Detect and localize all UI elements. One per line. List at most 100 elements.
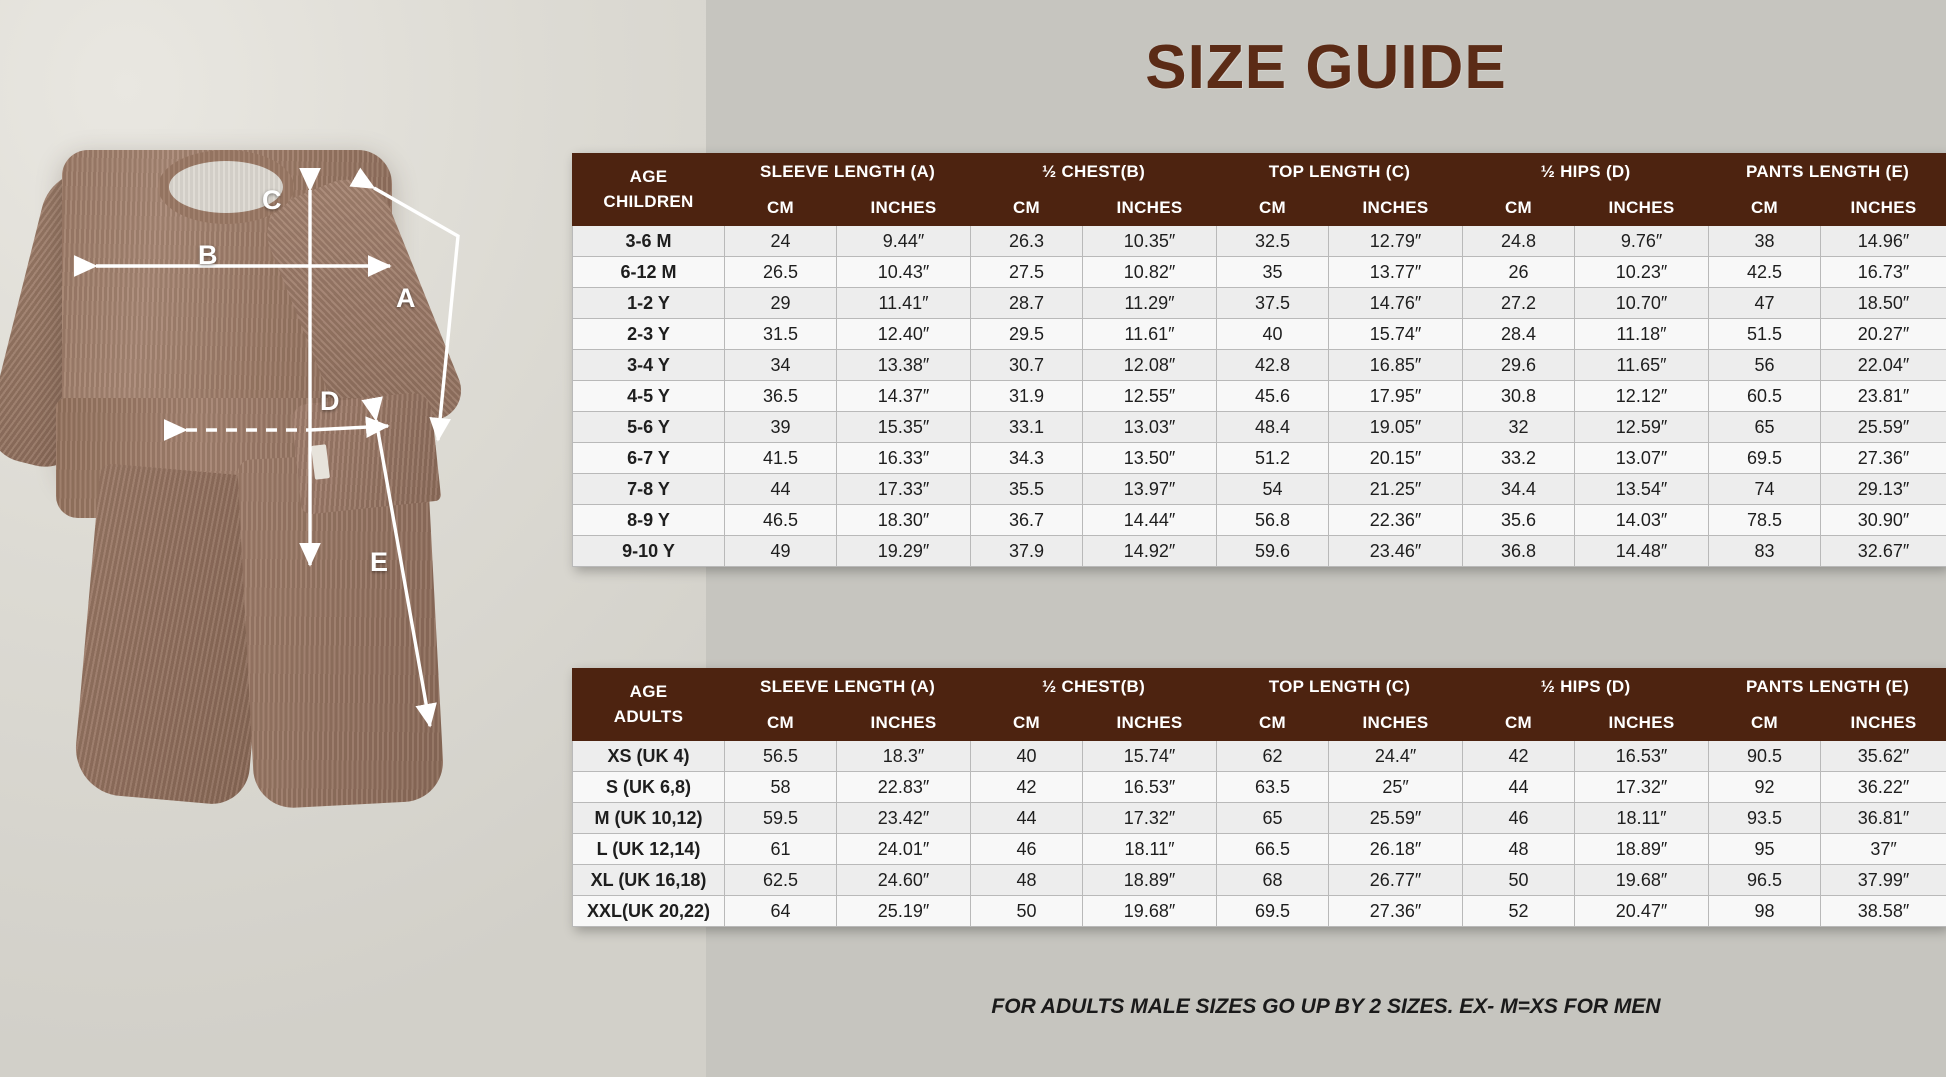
children-group-top: TOP LENGTH (C) <box>1216 153 1464 190</box>
table-row: 1-2 Y 29 11.41″ 28.7 11.29″ 37.5 14.76″ 27.2 10.… <box>572 287 1946 319</box>
row-measurement-cell: 16.85″ <box>1328 349 1464 381</box>
table-row: 7-8 Y 44 17.33″ 35.5 13.97″ 54 21.25″ 34.4 13.54… <box>572 473 1946 505</box>
adults-unit-8: CM <box>1708 704 1822 741</box>
row-measurement-cell: 25.59″ <box>1328 802 1464 834</box>
children-table-head: AGE CHILDREN SLEEVE LENGTH (A) ½ CHEST(B… <box>572 153 1946 226</box>
row-measurement-cell: 28.7 <box>970 287 1084 319</box>
children-table-body: 3-6 M 24 9.44″ 26.3 10.35″ 32.5 12.79″ 24.8 9.76… <box>572 225 1946 567</box>
table-row: 5-6 Y 39 15.35″ 33.1 13.03″ 48.4 19.05″ 32 12.59… <box>572 411 1946 443</box>
table-row: S (UK 6,8) 58 22.83″ 42 16.53″ 63.5 25″ 44 17.32… <box>572 771 1946 803</box>
row-age-label: 3-6 M <box>572 225 725 257</box>
adults-table: AGE ADULTS SLEEVE LENGTH (A) ½ CHEST(B) … <box>572 668 1946 927</box>
row-measurement-cell: 25.19″ <box>835 895 972 927</box>
row-measurement-cell: 14.03″ <box>1574 504 1710 536</box>
row-measurement-cell: 40 <box>1216 318 1330 350</box>
row-measurement-cell: 19.29″ <box>835 535 972 567</box>
row-measurement-cell: 50 <box>970 895 1084 927</box>
adults-age-header: AGE ADULTS <box>572 668 725 741</box>
arrow-sleeve-length-a <box>349 167 460 442</box>
row-measurement-cell: 26.18″ <box>1328 833 1464 865</box>
row-measurement-cell: 23.81″ <box>1820 380 1946 412</box>
adults-unit-4: CM <box>1216 704 1330 741</box>
row-measurement-cell: 9.76″ <box>1574 225 1710 257</box>
row-measurement-cell: 54 <box>1216 473 1330 505</box>
row-measurement-cell: 29.13″ <box>1820 473 1946 505</box>
row-measurement-cell: 40 <box>970 740 1084 772</box>
row-measurement-cell: 45.6 <box>1216 380 1330 412</box>
measurement-arrows-overlay <box>73 167 460 728</box>
row-measurement-cell: 30.7 <box>970 349 1084 381</box>
adults-unit-9: INCHES <box>1820 704 1946 741</box>
row-measurement-cell: 50 <box>1462 864 1576 896</box>
row-measurement-cell: 18.11″ <box>1082 833 1218 865</box>
age-header-line1: AGE <box>629 681 668 701</box>
row-measurement-cell: 46 <box>970 833 1084 865</box>
row-measurement-cell: 24.4″ <box>1328 740 1464 772</box>
row-measurement-cell: 56.5 <box>724 740 837 772</box>
children-unit-header-row: CM INCHES CM INCHES CM INCHES CM INCHES … <box>573 189 1946 226</box>
row-measurement-cell: 33.1 <box>970 411 1084 443</box>
row-age-label: 6-7 Y <box>572 442 725 474</box>
row-measurement-cell: 22.36″ <box>1328 504 1464 536</box>
adults-table-head: AGE ADULTS SLEEVE LENGTH (A) ½ CHEST(B) … <box>572 668 1946 741</box>
row-measurement-cell: 18.89″ <box>1574 833 1710 865</box>
row-age-label: XXL(UK 20,22) <box>572 895 725 927</box>
row-measurement-cell: 35 <box>1216 256 1330 288</box>
age-header-line2: ADULTS <box>613 706 684 726</box>
row-measurement-cell: 65 <box>1708 411 1822 443</box>
children-unit-3: INCHES <box>1082 189 1218 226</box>
table-row: 9-10 Y 49 19.29″ 37.9 14.92″ 59.6 23.46″ 36.8 14… <box>572 535 1946 567</box>
row-measurement-cell: 32.67″ <box>1820 535 1946 567</box>
row-measurement-cell: 42.5 <box>1708 256 1822 288</box>
children-unit-4: CM <box>1216 189 1330 226</box>
row-measurement-cell: 11.61″ <box>1082 318 1218 350</box>
row-measurement-cell: 26.77″ <box>1328 864 1464 896</box>
row-measurement-cell: 46 <box>1462 802 1576 834</box>
row-measurement-cell: 22.83″ <box>835 771 972 803</box>
row-measurement-cell: 19.68″ <box>1574 864 1710 896</box>
row-measurement-cell: 92 <box>1708 771 1822 803</box>
row-measurement-cell: 42.8 <box>1216 349 1330 381</box>
row-measurement-cell: 36.22″ <box>1820 771 1946 803</box>
row-measurement-cell: 59.5 <box>724 802 837 834</box>
children-unit-8: CM <box>1708 189 1822 226</box>
row-measurement-cell: 27.36″ <box>1328 895 1464 927</box>
table-row: L (UK 12,14) 61 24.01″ 46 18.11″ 66.5 26.18″ 48… <box>572 833 1946 865</box>
row-measurement-cell: 9.44″ <box>835 225 972 257</box>
row-measurement-cell: 24.01″ <box>835 833 972 865</box>
row-age-label: 8-9 Y <box>572 504 725 536</box>
row-age-label: 7-8 Y <box>572 473 725 505</box>
measure-label-d: D <box>320 386 340 416</box>
adults-unit-2: CM <box>970 704 1084 741</box>
table-row: 4-5 Y 36.5 14.37″ 31.9 12.55″ 45.6 17.95″ 30.8 1… <box>572 380 1946 412</box>
row-measurement-cell: 13.07″ <box>1574 442 1710 474</box>
row-measurement-cell: 35.5 <box>970 473 1084 505</box>
row-measurement-cell: 35.6 <box>1462 504 1576 536</box>
row-measurement-cell: 41.5 <box>724 442 837 474</box>
row-measurement-cell: 38.58″ <box>1820 895 1946 927</box>
row-measurement-cell: 32.5 <box>1216 225 1330 257</box>
page-title: SIZE GUIDE <box>1145 33 1507 102</box>
row-measurement-cell: 29.5 <box>970 318 1084 350</box>
row-measurement-cell: 49 <box>724 535 837 567</box>
measure-label-e: E <box>370 547 389 577</box>
row-measurement-cell: 35.62″ <box>1820 740 1946 772</box>
children-unit-9: INCHES <box>1820 189 1946 226</box>
row-measurement-cell: 11.29″ <box>1082 287 1218 319</box>
row-measurement-cell: 48 <box>1462 833 1576 865</box>
row-age-label: 4-5 Y <box>572 380 725 412</box>
row-measurement-cell: 33.2 <box>1462 442 1576 474</box>
measure-label-a: A <box>396 283 416 313</box>
table-row: 8-9 Y 46.5 18.30″ 36.7 14.44″ 56.8 22.36″ 35.6 1… <box>572 504 1946 536</box>
row-measurement-cell: 69.5 <box>1708 442 1822 474</box>
row-measurement-cell: 10.23″ <box>1574 256 1710 288</box>
row-measurement-cell: 12.08″ <box>1082 349 1218 381</box>
row-measurement-cell: 44 <box>970 802 1084 834</box>
row-measurement-cell: 17.33″ <box>835 473 972 505</box>
row-measurement-cell: 56 <box>1708 349 1822 381</box>
row-measurement-cell: 14.48″ <box>1574 535 1710 567</box>
adults-unit-3: INCHES <box>1082 704 1218 741</box>
table-row: 6-12 M 26.5 10.43″ 27.5 10.82″ 35 13.77″ 26 10.2… <box>572 256 1946 288</box>
children-unit-1: INCHES <box>835 189 972 226</box>
row-measurement-cell: 13.54″ <box>1574 473 1710 505</box>
